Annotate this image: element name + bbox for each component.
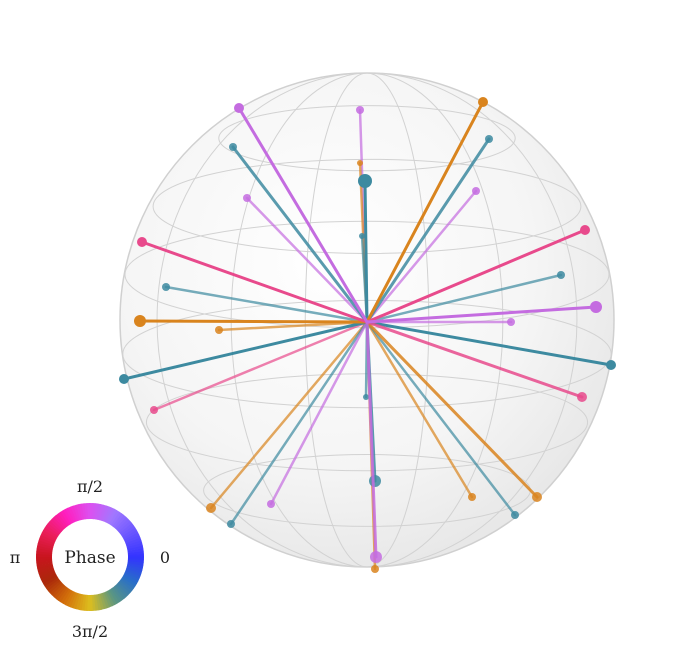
- back-vector: [365, 320, 519, 519]
- blue-vector-3: [119, 320, 369, 384]
- blue-vector-6-tip: [369, 475, 381, 487]
- pink-vector-3-tip: [577, 392, 587, 402]
- phase-label-right: 0: [160, 548, 170, 567]
- blue-vector-2-tip: [606, 360, 616, 370]
- back-vector: [365, 318, 515, 326]
- back-vector: [267, 320, 369, 508]
- phase-center-label: Phase: [64, 548, 115, 568]
- violet-vector-1: [234, 103, 369, 324]
- violet-vector-1-tip: [234, 103, 244, 113]
- violet-vector-3: [365, 320, 382, 563]
- state-vectors: [119, 97, 616, 573]
- pink-vector-1: [365, 225, 590, 324]
- blue-vector-2: [365, 320, 616, 370]
- orange-vector-2-tip: [134, 315, 146, 327]
- phase-color-wheel-icon: Phase π/2 π 0 3π/2: [10, 477, 170, 641]
- back-vector: [206, 320, 369, 513]
- violet-vector-2-tip: [590, 301, 602, 313]
- phase-label-top: π/2: [77, 477, 103, 496]
- pink-vector-2-tip: [137, 237, 147, 247]
- violet-vector-2: [365, 301, 602, 324]
- back-vector: [365, 320, 476, 501]
- orange-vector-3-tip: [532, 492, 542, 502]
- pink-vector-2: [137, 237, 369, 324]
- latitude-ring: [218, 105, 516, 172]
- orange-vector-1: [365, 97, 488, 324]
- orange-vector-1-tip: [478, 97, 488, 107]
- blue-vector-4: [229, 143, 369, 324]
- blue-vector-5-tip: [485, 135, 493, 143]
- blue-vector-4-tip: [229, 143, 237, 151]
- orange-vector-3: [365, 320, 542, 502]
- back-vector: [150, 320, 369, 414]
- blue-vector-5: [365, 135, 493, 324]
- orange-vector-2: [134, 315, 369, 327]
- blue-vector-1: [358, 174, 372, 324]
- pink-vector-1-tip: [580, 225, 590, 235]
- violet-vector-3-tip: [370, 551, 382, 563]
- back-vector: [365, 187, 480, 324]
- phase-label-bottom: 3π/2: [72, 622, 108, 641]
- blue-vector-3-tip: [119, 374, 129, 384]
- back-vector: [227, 320, 369, 528]
- phase-label-left: π: [10, 548, 21, 567]
- blue-vector-1-tip: [358, 174, 372, 188]
- back-vector: [243, 194, 369, 324]
- back-vector: [365, 271, 565, 324]
- pink-vector-3: [365, 320, 587, 402]
- back-vector: [162, 283, 369, 324]
